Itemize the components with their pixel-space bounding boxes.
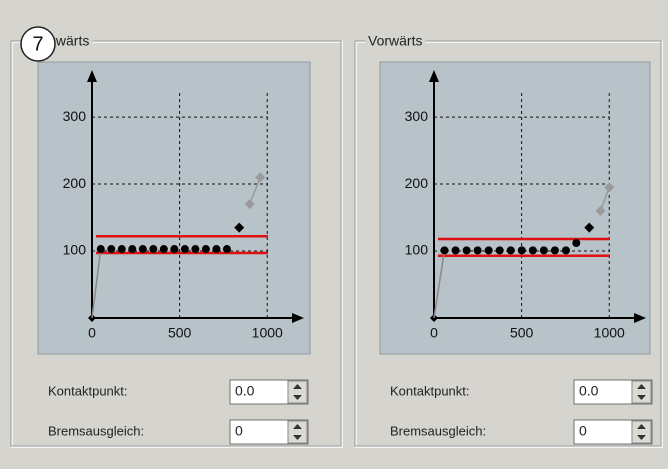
input-value: 0 (235, 423, 243, 439)
point (191, 245, 199, 253)
y-tick-label: 300 (405, 108, 429, 124)
x-tick-label: 0 (88, 325, 96, 341)
point (118, 245, 126, 253)
field-label: Kontaktpunkt: (390, 383, 470, 398)
point (485, 246, 493, 254)
point (160, 245, 168, 253)
point (223, 245, 231, 253)
field-label: Bremsausgleich: (390, 423, 486, 438)
point (518, 246, 526, 254)
group-title: Vorwärts (368, 33, 422, 49)
point (551, 246, 559, 254)
x-tick-label: 500 (510, 325, 534, 341)
x-tick-label: 500 (168, 325, 192, 341)
point (97, 245, 105, 253)
point (202, 245, 210, 253)
y-tick-label: 100 (63, 242, 87, 258)
point (496, 246, 504, 254)
point (452, 246, 460, 254)
point (540, 246, 548, 254)
point (507, 246, 515, 254)
x-tick-label: 1000 (252, 325, 283, 341)
y-tick-label: 200 (405, 175, 429, 191)
point (107, 245, 115, 253)
point (562, 246, 570, 254)
point (170, 245, 178, 253)
input-value: 0 (579, 423, 587, 439)
point (139, 245, 147, 253)
point (572, 239, 580, 247)
point (128, 245, 136, 253)
x-tick-label: 0 (430, 325, 438, 341)
y-tick-label: 300 (63, 108, 87, 124)
point (149, 245, 157, 253)
point (181, 245, 189, 253)
point (529, 246, 537, 254)
y-tick-label: 100 (405, 242, 429, 258)
point (474, 246, 482, 254)
x-tick-label: 1000 (594, 325, 625, 341)
input-value: 0.0 (235, 383, 255, 399)
field-label: Kontaktpunkt: (48, 383, 128, 398)
point (463, 246, 471, 254)
field-label: Bremsausgleich: (48, 423, 144, 438)
plot-bg (38, 62, 310, 354)
screen: Rückwärts05001000100200300Kontaktpunkt:0… (0, 0, 668, 464)
step-badge-label: 7 (32, 33, 43, 55)
y-tick-label: 200 (63, 175, 87, 191)
input-value: 0.0 (579, 383, 599, 399)
point (212, 245, 220, 253)
point (441, 246, 449, 254)
